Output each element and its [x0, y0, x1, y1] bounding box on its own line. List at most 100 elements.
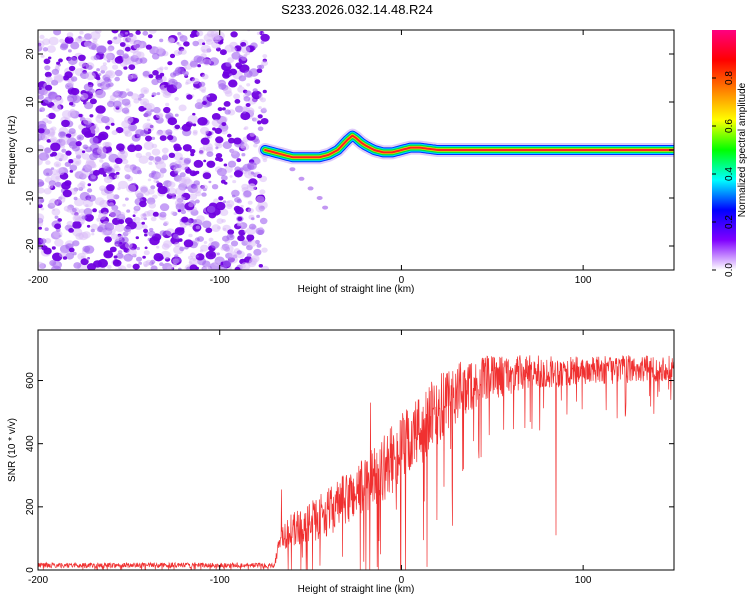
- noise-speckle: [202, 172, 212, 180]
- noise-speckle: [142, 70, 150, 77]
- noise-speckle: [84, 40, 93, 48]
- noise-speckle: [78, 232, 89, 241]
- noise-speckle: [188, 233, 193, 238]
- noise-speckle: [209, 57, 219, 66]
- noise-speckle: [222, 235, 230, 242]
- noise-speckle: [73, 196, 78, 201]
- noise-speckle: [111, 130, 118, 136]
- noise-speckle: [175, 202, 186, 211]
- noise-speckle: [118, 219, 125, 225]
- noise-speckle: [234, 99, 241, 104]
- noise-speckle: [68, 247, 75, 253]
- noise-speckle: [81, 150, 86, 154]
- noise-speckle: [80, 258, 89, 266]
- noise-speckle: [44, 65, 51, 71]
- noise-speckle: [46, 45, 56, 53]
- noise-speckle: [159, 230, 167, 236]
- noise-speckle: [189, 149, 196, 154]
- noise-speckle: [254, 158, 262, 165]
- noise-speckle: [38, 152, 49, 161]
- noise-speckle: [83, 117, 92, 125]
- noise-speckle: [51, 68, 60, 75]
- noise-speckle: [64, 226, 68, 229]
- noise-speckle: [74, 215, 81, 221]
- noise-speckle: [119, 241, 123, 245]
- noise-speckle: [72, 221, 82, 229]
- noise-speckle: [119, 42, 126, 47]
- noise-speckle: [135, 236, 139, 240]
- noise-speckle: [242, 110, 247, 114]
- noise-speckle: [96, 68, 100, 72]
- noise-speckle: [227, 229, 235, 235]
- noise-speckle: [68, 65, 76, 72]
- noise-speckle: [201, 192, 207, 197]
- x-tick-label: 0: [399, 575, 405, 586]
- noise-speckle: [216, 252, 220, 256]
- noise-speckle: [93, 54, 100, 61]
- noise-speckle: [62, 189, 72, 198]
- noise-speckle: [128, 64, 136, 70]
- noise-speckle: [147, 108, 151, 112]
- noise-speckle: [189, 264, 198, 270]
- noise-speckle: [111, 204, 119, 211]
- noise-speckle: [55, 163, 60, 167]
- noise-speckle: [173, 73, 177, 76]
- noise-speckle: [196, 30, 204, 37]
- noise-speckle: [38, 187, 45, 194]
- noise-speckle: [217, 107, 223, 112]
- noise-speckle: [223, 181, 228, 185]
- noise-speckle: [169, 53, 176, 59]
- noise-speckle: [206, 102, 211, 106]
- noise-speckle: [223, 101, 231, 107]
- noise-speckle: [163, 153, 168, 157]
- noise-speckle: [155, 161, 166, 170]
- noise-speckle: [116, 49, 125, 56]
- noise-speckle: [64, 71, 73, 79]
- noise-speckle: [225, 200, 235, 207]
- noise-speckle: [134, 144, 143, 152]
- noise-speckle: [233, 205, 241, 212]
- noise-speckle: [259, 226, 264, 230]
- noise-speckle: [222, 227, 227, 231]
- noise-speckle: [255, 195, 265, 203]
- noise-speckle: [66, 207, 73, 213]
- noise-speckle: [227, 133, 232, 138]
- noise-speckle: [115, 171, 120, 175]
- noise-speckle: [169, 38, 176, 43]
- noise-speckle: [205, 146, 214, 153]
- noise-speckle: [216, 167, 227, 177]
- noise-speckle: [124, 242, 133, 249]
- noise-speckle: [66, 220, 74, 227]
- noise-speckle: [46, 114, 50, 118]
- noise-speckle: [143, 107, 147, 111]
- noise-speckle: [220, 116, 228, 123]
- noise-speckle: [53, 73, 64, 82]
- noise-speckle: [228, 79, 238, 88]
- noise-speckle: [117, 180, 128, 190]
- noise-speckle: [213, 260, 221, 267]
- noise-speckle: [65, 252, 74, 260]
- noise-speckle: [184, 73, 188, 77]
- spectrogram-y-ticks: -20 -10 0 10 20: [25, 48, 674, 253]
- noise-speckle: [54, 65, 60, 70]
- noise-speckle: [193, 87, 197, 90]
- noise-speckle: [136, 256, 142, 262]
- noise-speckle: [246, 183, 257, 192]
- noise-speckle: [215, 201, 226, 211]
- noise-speckle: [132, 218, 137, 222]
- noise-speckle: [147, 34, 153, 39]
- noise-speckle: [135, 30, 141, 35]
- noise-speckle: [197, 117, 208, 126]
- noise-speckle: [186, 94, 193, 100]
- noise-speckle: [41, 133, 50, 140]
- faint-branch-point: [316, 196, 323, 200]
- noise-speckle: [230, 240, 239, 247]
- noise-speckle: [60, 144, 65, 149]
- noise-speckle: [42, 47, 49, 52]
- spectrogram-y-label: Frequency (Hz): [7, 116, 18, 185]
- noise-speckle: [249, 132, 255, 137]
- noise-speckle: [87, 188, 93, 193]
- noise-speckle: [49, 260, 57, 266]
- noise-speckle: [106, 193, 116, 201]
